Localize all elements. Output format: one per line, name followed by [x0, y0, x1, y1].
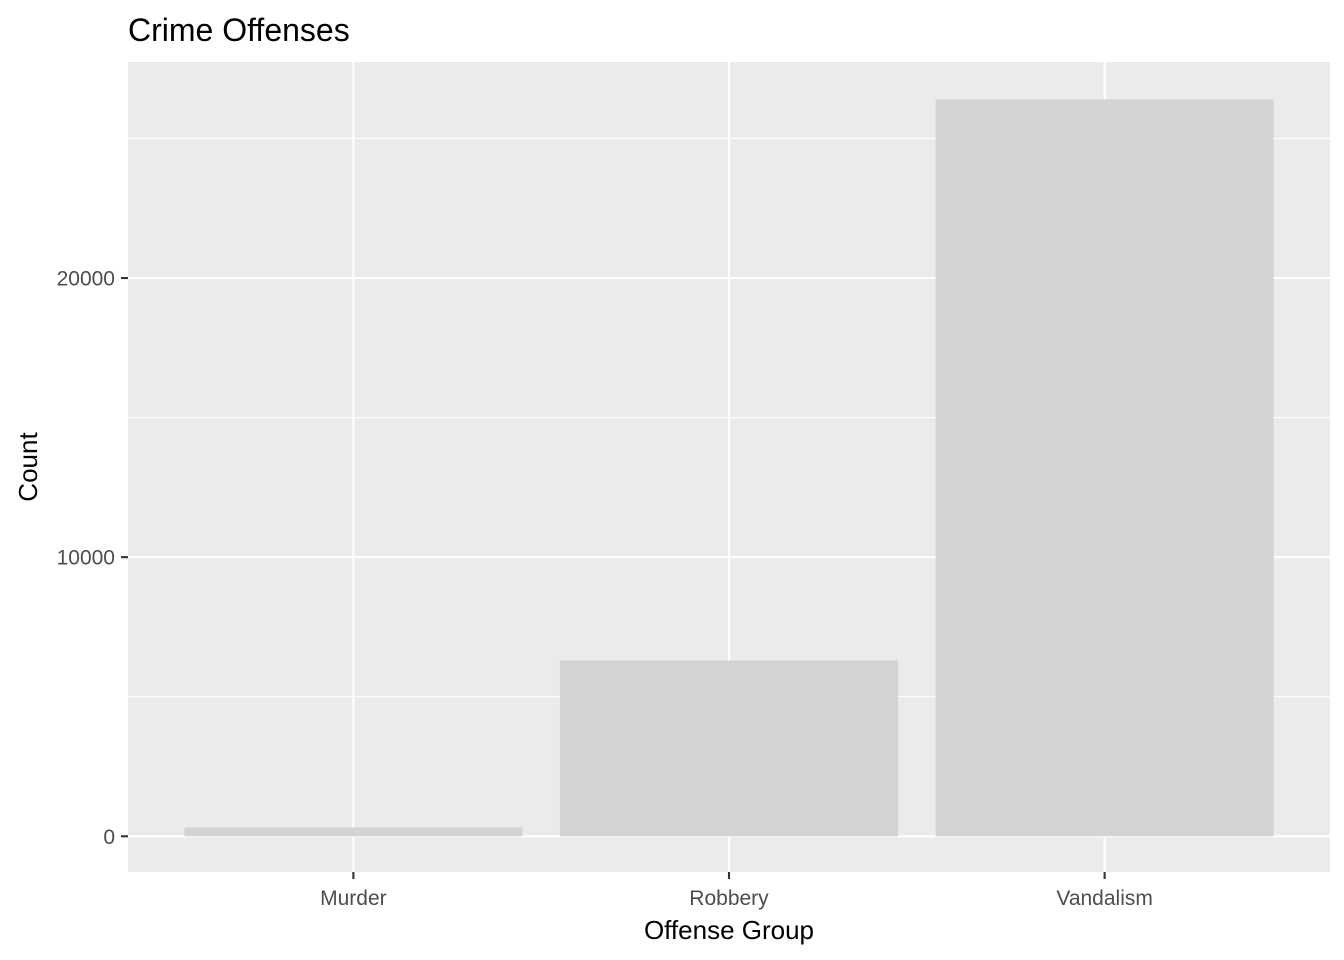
y-tick-label: 0 — [103, 826, 115, 849]
y-tick-label: 20000 — [57, 268, 115, 291]
x-tick-label: Robbery — [689, 887, 769, 910]
y-axis-title: Count — [13, 432, 43, 502]
bar-vandalism — [935, 99, 1274, 837]
y-tick-label: 10000 — [57, 547, 115, 570]
x-axis-title: Offense Group — [644, 915, 814, 945]
bars — [184, 99, 1274, 837]
x-axis: Murder Robbery Vandalism — [320, 872, 1153, 910]
chart-title: Crime Offenses — [128, 12, 350, 48]
bar-murder — [184, 827, 523, 837]
y-axis: 0 10000 20000 — [57, 268, 128, 849]
x-tick-label: Vandalism — [1056, 887, 1153, 910]
bar-robbery — [559, 660, 899, 837]
x-tick-label: Murder — [320, 887, 387, 910]
